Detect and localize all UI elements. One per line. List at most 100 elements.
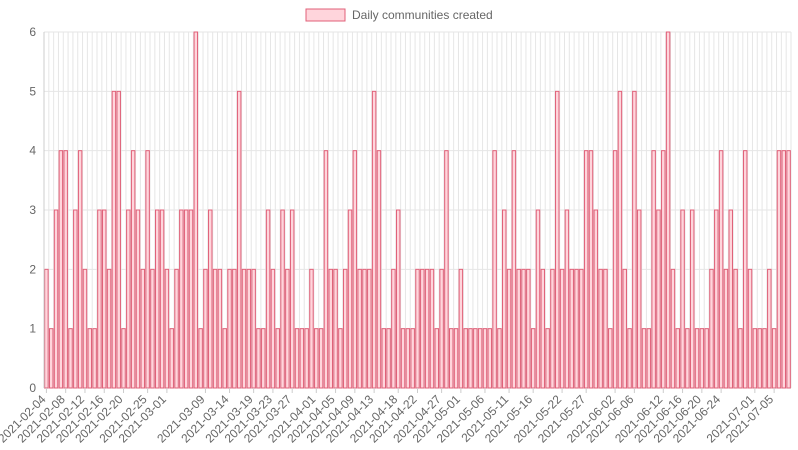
- bar[interactable]: [342, 268, 348, 389]
- bar[interactable]: [362, 268, 367, 389]
- bar[interactable]: [400, 328, 406, 389]
- bar[interactable]: [376, 150, 382, 389]
- bar[interactable]: [641, 328, 647, 389]
- bar[interactable]: [73, 209, 78, 389]
- bar[interactable]: [439, 268, 444, 389]
- legend[interactable]: Daily communities created: [305, 8, 493, 22]
- bar[interactable]: [449, 328, 454, 389]
- bar[interactable]: [193, 31, 199, 389]
- bar[interactable]: [48, 328, 54, 389]
- bar[interactable]: [718, 150, 724, 389]
- bar[interactable]: [492, 150, 497, 389]
- bar[interactable]: [140, 268, 146, 389]
- bar[interactable]: [535, 209, 541, 389]
- bar[interactable]: [444, 150, 449, 389]
- bar[interactable]: [661, 150, 666, 389]
- bar[interactable]: [314, 328, 319, 389]
- bar[interactable]: [583, 150, 589, 389]
- bar[interactable]: [550, 268, 555, 389]
- bar[interactable]: [130, 150, 136, 389]
- bar[interactable]: [786, 150, 791, 389]
- bar[interactable]: [246, 268, 252, 389]
- bar[interactable]: [574, 268, 579, 389]
- bar[interactable]: [44, 268, 49, 389]
- bar[interactable]: [482, 328, 488, 389]
- bar[interactable]: [487, 328, 493, 389]
- bar[interactable]: [656, 209, 661, 389]
- bar[interactable]: [159, 209, 165, 389]
- bar[interactable]: [689, 209, 695, 389]
- bar[interactable]: [217, 268, 223, 389]
- bar[interactable]: [622, 268, 627, 389]
- bar[interactable]: [63, 150, 68, 389]
- bar[interactable]: [333, 268, 338, 389]
- bar[interactable]: [289, 209, 295, 389]
- bar[interactable]: [256, 328, 261, 389]
- bar[interactable]: [299, 328, 305, 389]
- bar[interactable]: [781, 150, 787, 389]
- bar[interactable]: [357, 268, 362, 389]
- bar[interactable]: [511, 150, 517, 389]
- bar[interactable]: [150, 268, 155, 389]
- bar[interactable]: [347, 209, 353, 389]
- bar[interactable]: [564, 209, 570, 389]
- bar[interactable]: [665, 31, 671, 389]
- bar[interactable]: [294, 328, 300, 389]
- bar[interactable]: [203, 268, 208, 389]
- bar[interactable]: [714, 209, 719, 389]
- bar[interactable]: [174, 268, 179, 389]
- bar[interactable]: [58, 150, 64, 389]
- bar[interactable]: [212, 268, 218, 389]
- bar[interactable]: [771, 328, 777, 389]
- bar[interactable]: [304, 328, 309, 389]
- bar[interactable]: [68, 328, 73, 389]
- bar[interactable]: [458, 268, 464, 389]
- bar[interactable]: [285, 268, 290, 389]
- bar[interactable]: [198, 328, 203, 389]
- bar[interactable]: [391, 268, 396, 389]
- bar[interactable]: [603, 268, 608, 389]
- bar[interactable]: [680, 209, 685, 389]
- bar[interactable]: [540, 268, 546, 389]
- bar[interactable]: [371, 90, 377, 389]
- bar[interactable]: [526, 268, 531, 389]
- bar[interactable]: [506, 268, 512, 389]
- bar[interactable]: [709, 268, 714, 389]
- bar[interactable]: [338, 328, 343, 389]
- bar[interactable]: [545, 328, 550, 389]
- bar[interactable]: [670, 268, 676, 389]
- bar[interactable]: [395, 209, 401, 389]
- bar[interactable]: [420, 268, 425, 389]
- bar[interactable]: [468, 328, 473, 389]
- bar[interactable]: [757, 328, 762, 389]
- bar[interactable]: [352, 150, 358, 389]
- bar[interactable]: [77, 150, 83, 389]
- bar[interactable]: [559, 268, 565, 389]
- bar[interactable]: [646, 328, 652, 389]
- bar[interactable]: [318, 328, 324, 389]
- bar[interactable]: [126, 209, 131, 389]
- bar[interactable]: [699, 328, 705, 389]
- bar[interactable]: [477, 328, 483, 389]
- bar[interactable]: [92, 328, 97, 389]
- bar[interactable]: [183, 209, 189, 389]
- bar[interactable]: [367, 268, 372, 389]
- bar[interactable]: [53, 209, 59, 389]
- bar[interactable]: [733, 268, 738, 389]
- bar[interactable]: [87, 328, 93, 389]
- bar[interactable]: [632, 90, 637, 389]
- bar[interactable]: [569, 268, 574, 389]
- bar[interactable]: [685, 328, 690, 389]
- bar[interactable]: [208, 209, 213, 389]
- bar[interactable]: [386, 328, 391, 389]
- bar[interactable]: [328, 268, 333, 389]
- bar[interactable]: [453, 328, 459, 389]
- bar[interactable]: [116, 90, 121, 389]
- bar[interactable]: [742, 150, 748, 389]
- bar[interactable]: [415, 268, 420, 389]
- bar[interactable]: [516, 268, 521, 389]
- bar[interactable]: [723, 268, 729, 389]
- bar[interactable]: [97, 209, 102, 389]
- bar[interactable]: [776, 150, 782, 389]
- bar[interactable]: [251, 268, 256, 389]
